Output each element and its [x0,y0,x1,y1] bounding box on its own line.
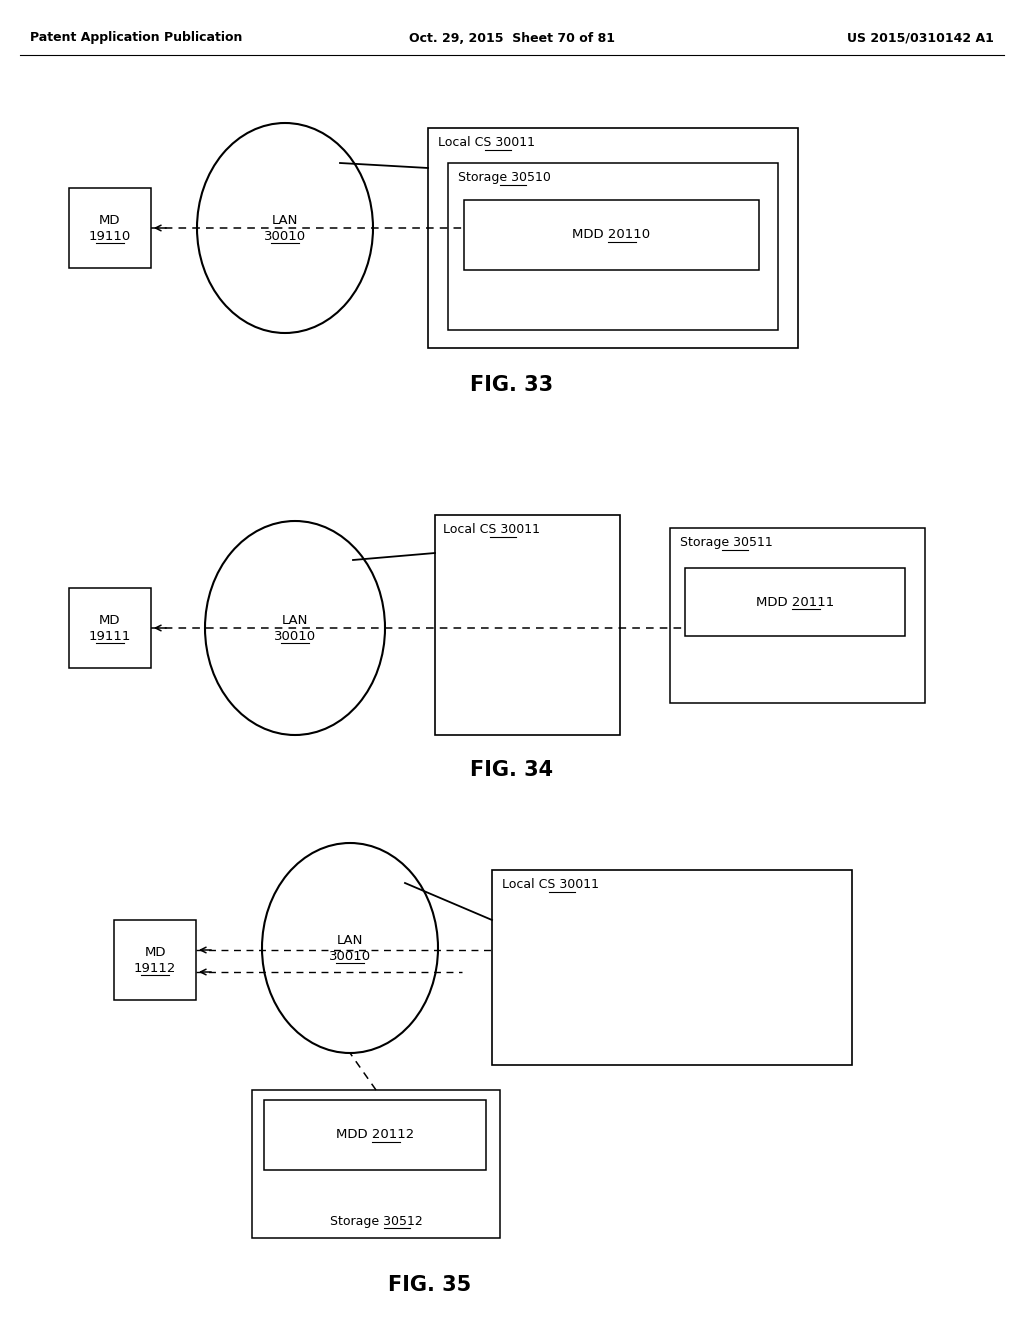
Text: MDD 20112: MDD 20112 [336,1129,414,1142]
Text: LAN: LAN [337,935,364,948]
Bar [264,1100,486,1170]
Bar [685,568,905,636]
Text: 30010: 30010 [264,231,306,243]
Text: Local CS 30011: Local CS 30011 [438,136,535,149]
Bar [449,162,778,330]
Text: 30010: 30010 [329,950,371,964]
Text: Storage 30510: Storage 30510 [458,172,551,183]
Text: Storage 30511: Storage 30511 [680,536,773,549]
Text: FIG. 35: FIG. 35 [388,1275,472,1295]
Text: MDD 20111: MDD 20111 [756,595,835,609]
Text: 19110: 19110 [89,231,131,243]
Text: MD: MD [99,615,121,627]
Bar [428,128,798,348]
Text: Oct. 29, 2015  Sheet 70 of 81: Oct. 29, 2015 Sheet 70 of 81 [409,32,615,45]
Text: Storage 30512: Storage 30512 [330,1216,422,1229]
Bar [435,515,620,735]
Bar [492,870,852,1065]
Bar [114,920,196,1001]
Text: Local CS 30011: Local CS 30011 [443,523,540,536]
Ellipse shape [197,123,373,333]
Ellipse shape [205,521,385,735]
Text: LAN: LAN [282,615,308,627]
Text: Local CS 30011: Local CS 30011 [502,878,599,891]
Bar [69,587,151,668]
Text: MD: MD [144,946,166,960]
Text: LAN: LAN [271,214,298,227]
Text: MDD 20110: MDD 20110 [572,228,650,242]
Text: Patent Application Publication: Patent Application Publication [30,32,243,45]
Text: FIG. 33: FIG. 33 [470,375,554,395]
Text: 19111: 19111 [89,631,131,644]
Ellipse shape [262,843,438,1053]
Text: FIG. 34: FIG. 34 [470,760,554,780]
Text: 30010: 30010 [274,631,316,644]
Text: MD: MD [99,214,121,227]
Bar [69,187,151,268]
Bar [464,201,759,271]
Text: US 2015/0310142 A1: US 2015/0310142 A1 [847,32,994,45]
Bar [670,528,925,704]
Bar [252,1090,500,1238]
Text: 19112: 19112 [134,962,176,975]
